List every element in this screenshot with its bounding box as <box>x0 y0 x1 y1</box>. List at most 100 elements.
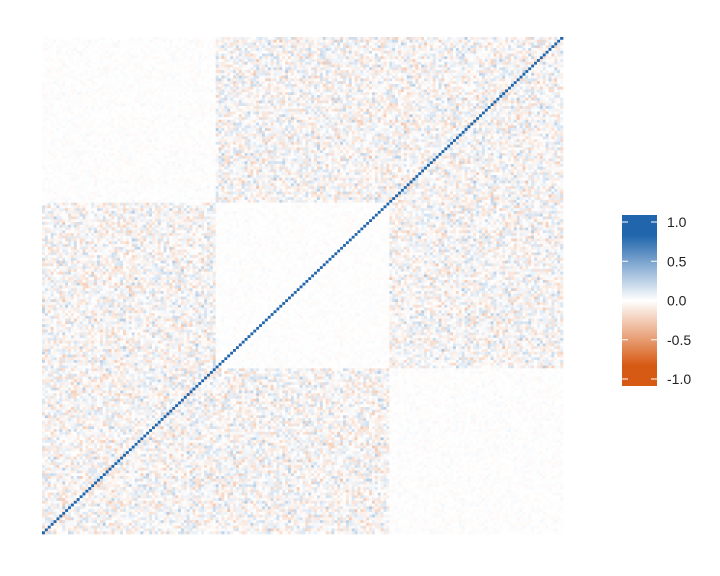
heatmap-cell <box>201 67 205 71</box>
heatmap-cell <box>157 81 162 85</box>
heatmap-cell <box>357 94 361 99</box>
heatmap-cell <box>328 64 332 68</box>
heatmap-cell <box>250 67 254 71</box>
heatmap-cell <box>345 78 350 82</box>
heatmap-cell <box>354 111 358 115</box>
heatmap-cell <box>308 103 312 107</box>
heatmap-cell <box>253 72 257 76</box>
heatmap-cell <box>117 39 121 43</box>
heatmap-cell <box>212 67 217 71</box>
heatmap-cell <box>44 89 49 93</box>
heatmap-cell <box>435 50 439 54</box>
heatmap-cell <box>389 42 393 46</box>
heatmap-cell <box>392 103 396 107</box>
heatmap-cell <box>79 89 83 93</box>
heatmap-cell <box>403 100 408 104</box>
heatmap-cell <box>44 106 49 110</box>
heatmap-cell <box>117 97 121 101</box>
heatmap-cell <box>386 72 390 76</box>
heatmap-cell <box>253 92 257 96</box>
heatmap-cell <box>96 72 101 76</box>
heatmap-cell <box>432 70 436 74</box>
heatmap-cell <box>548 56 552 60</box>
heatmap-cell <box>47 39 52 43</box>
heatmap-cell <box>441 42 445 46</box>
heatmap-cell <box>233 111 237 115</box>
heatmap-cell <box>340 89 344 93</box>
heatmap-cell <box>548 86 552 90</box>
heatmap-cell <box>455 103 460 107</box>
heatmap-cell <box>123 53 127 57</box>
heatmap-cell <box>490 64 494 68</box>
heatmap-cell <box>128 64 133 68</box>
heatmap-cell <box>204 83 208 88</box>
heatmap-cell <box>79 45 83 49</box>
heatmap-cell <box>392 59 396 63</box>
heatmap-cell <box>505 48 509 52</box>
heatmap-cell <box>62 37 66 41</box>
heatmap-cell <box>296 67 300 71</box>
heatmap-cell <box>65 97 69 101</box>
heatmap-cell <box>403 86 408 90</box>
heatmap-cell <box>120 45 124 49</box>
heatmap-cell <box>525 78 529 82</box>
heatmap-cell <box>88 64 92 68</box>
heatmap-cell <box>157 86 162 90</box>
heatmap-cell <box>198 67 202 71</box>
heatmap-cell <box>481 89 486 93</box>
heatmap-cell <box>91 89 95 93</box>
heatmap-cell <box>432 72 436 76</box>
heatmap-cell <box>502 94 506 99</box>
heatmap-cell <box>528 100 532 104</box>
heatmap-cell <box>70 59 75 63</box>
heatmap-cell <box>545 48 549 52</box>
heatmap-cell <box>311 97 315 101</box>
heatmap-cell <box>154 48 159 52</box>
heatmap-cell <box>435 103 439 107</box>
heatmap-cell <box>508 92 512 96</box>
heatmap-cell <box>542 89 546 93</box>
heatmap-cell <box>282 89 286 93</box>
heatmap-cell <box>357 48 361 52</box>
heatmap-cell <box>403 106 408 110</box>
heatmap-cell <box>395 106 399 110</box>
heatmap-cell <box>343 103 347 107</box>
heatmap-cell <box>435 78 439 82</box>
heatmap-cell <box>426 64 431 68</box>
heatmap-cell <box>389 81 393 85</box>
heatmap-cell <box>259 103 263 107</box>
heatmap-cell <box>125 92 130 96</box>
heatmap-cell <box>348 78 353 82</box>
heatmap-cell <box>400 61 405 65</box>
heatmap-cell <box>68 89 72 93</box>
heatmap-cell <box>166 100 170 104</box>
heatmap-cell <box>279 64 283 68</box>
heatmap-cell <box>241 106 245 110</box>
heatmap-cell <box>47 42 52 46</box>
heatmap-cell <box>293 59 298 63</box>
heatmap-cell <box>415 39 419 43</box>
heatmap-cell <box>175 72 179 76</box>
heatmap-cell <box>340 61 344 65</box>
heatmap-cell <box>218 86 222 90</box>
heatmap-cell <box>206 83 211 88</box>
heatmap-cell <box>534 106 538 110</box>
heatmap-cell <box>105 100 109 104</box>
heatmap-cell <box>68 37 72 41</box>
heatmap-cell <box>319 75 324 79</box>
heatmap-cell <box>91 75 95 79</box>
heatmap-cell <box>557 59 561 63</box>
heatmap-cell <box>143 89 147 93</box>
heatmap-cell <box>270 53 274 57</box>
heatmap-cell <box>201 92 205 96</box>
heatmap-cell <box>299 61 303 65</box>
heatmap-cell <box>490 50 494 54</box>
heatmap-cell <box>230 94 234 99</box>
heatmap-cell <box>221 50 225 54</box>
heatmap-cell <box>169 75 173 79</box>
heatmap-cell <box>435 37 439 41</box>
heatmap-cell <box>120 50 124 54</box>
heatmap-cell <box>334 53 338 57</box>
heatmap-cell <box>479 67 483 71</box>
heatmap-cell <box>551 86 555 90</box>
